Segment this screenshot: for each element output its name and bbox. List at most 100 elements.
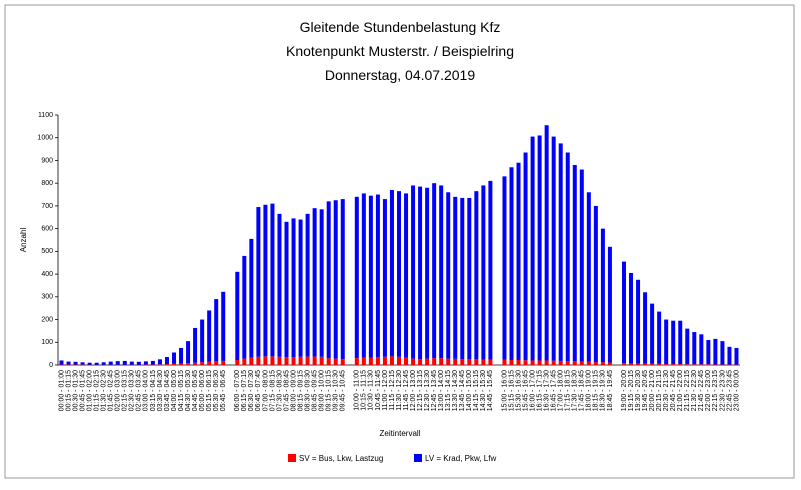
y-tick-label: 300 (41, 294, 53, 301)
bar-segment (200, 320, 204, 363)
x-tick-label: 20:00 - 21:00 (649, 370, 656, 411)
bar-segment (327, 358, 331, 365)
x-tick-label: 19:30 - 20:30 (635, 370, 642, 411)
x-tick-label: 07:15 - 08:15 (269, 370, 276, 411)
x-tick-label: 03:00 - 04:00 (143, 370, 150, 411)
bar-segment (622, 262, 626, 364)
x-tick-label: 22:30 - 23:30 (719, 370, 726, 411)
bar-segment (671, 364, 675, 365)
bar-segment (685, 364, 689, 365)
bar-segment (517, 360, 521, 365)
bar-segment (643, 292, 647, 363)
y-tick-label: 700 (41, 203, 53, 210)
x-tick-label: 14:15 - 15:15 (473, 370, 480, 411)
x-tick-label: 09:30 - 10:30 (333, 370, 340, 411)
y-tick-label: 400 (41, 271, 53, 278)
legend-swatch (288, 454, 296, 462)
x-tick-label: 12:45 - 13:45 (431, 370, 438, 411)
x-tick-label: 03:15 - 04:15 (150, 370, 157, 411)
bar-segment (207, 310, 211, 361)
x-tick-label: 01:15 - 02:15 (94, 370, 101, 411)
x-axis-title: Zeitintervall (380, 429, 421, 438)
bar-segment (277, 357, 281, 365)
bar-segment (376, 195, 380, 358)
bar-segment (538, 135, 542, 360)
bar-segment (313, 208, 317, 356)
bar-segment (706, 364, 710, 365)
x-tick-label: 04:15 - 05:15 (178, 370, 185, 411)
bar-segment (636, 280, 640, 364)
bar-segment (263, 205, 267, 357)
x-tick-label: 04:45 - 05:45 (192, 370, 199, 411)
bar-segment (256, 357, 260, 365)
y-tick-label: 1000 (37, 135, 53, 142)
bar-segment (601, 229, 605, 363)
bar-segment (488, 181, 492, 360)
x-tick-label: 17:00 - 18:00 (558, 370, 565, 411)
bar-segment (418, 359, 422, 365)
bar-segment (341, 359, 345, 365)
bar-segment (193, 363, 197, 365)
bar-segment (467, 198, 471, 359)
bar-segment (235, 272, 239, 360)
legend-swatch (414, 454, 422, 462)
bar-segment (502, 176, 506, 359)
bar-segment (636, 364, 640, 365)
bar-segment (151, 361, 155, 365)
x-tick-label: 06:15 - 07:15 (241, 370, 248, 411)
x-tick-label: 19:00 - 20:00 (621, 370, 628, 411)
chart-subtitle: Knotenpunkt Musterstr. / Beispielring (286, 43, 514, 59)
x-tick-label: 17:30 - 18:30 (572, 370, 579, 411)
bar-segment (446, 192, 450, 358)
bar-segment (474, 359, 478, 365)
bar-segment (320, 209, 324, 357)
bar-segment (292, 357, 296, 365)
bar-segment (299, 357, 303, 365)
x-tick-label: 10:15 - 11:15 (361, 370, 368, 411)
x-tick-label: 18:15 - 19:15 (593, 370, 600, 411)
x-tick-label: 12:30 - 13:30 (424, 370, 431, 411)
bar-segment (594, 362, 598, 365)
bar-segment (60, 360, 64, 364)
bar-segment (369, 196, 373, 358)
y-axis-title: Anzahl (19, 228, 28, 253)
bar-segment (193, 328, 197, 363)
x-tick-label: 21:15 - 22:15 (684, 370, 691, 411)
x-tick-label: 02:30 - 03:30 (129, 370, 136, 411)
bar-segment (249, 239, 253, 358)
x-tick-label: 02:15 - 03:15 (122, 370, 129, 411)
bar-segment (524, 153, 528, 361)
x-tick-label: 05:45 - 06:45 (220, 370, 227, 411)
bar-segment (320, 357, 324, 365)
bar-segment (67, 362, 71, 365)
x-tick-label: 20:15 - 21:15 (656, 370, 663, 411)
bar-segment (580, 170, 584, 362)
bar-segment (285, 357, 289, 365)
bar-segment (249, 358, 253, 365)
bar-segment (545, 360, 549, 365)
bar-segment (481, 185, 485, 359)
bar-segment (172, 364, 176, 365)
bar-segment (692, 364, 696, 365)
y-tick-label: 1100 (38, 112, 53, 119)
x-tick-label: 11:30 - 12:30 (396, 370, 403, 411)
x-tick-label: 15:45 - 16:45 (522, 370, 529, 411)
bar-segment (200, 362, 204, 365)
bar-segment (355, 197, 359, 358)
bar-segment (566, 153, 570, 362)
x-tick-label: 08:45 - 09:45 (311, 370, 318, 411)
x-tick-label: 06:30 - 07:30 (248, 370, 255, 411)
x-tick-label: 15:15 - 16:15 (508, 370, 515, 411)
bar-segment (439, 185, 443, 358)
bar-segment (137, 362, 141, 365)
bar-segment (292, 218, 296, 357)
bar-segment (453, 197, 457, 359)
bar-segment (235, 360, 239, 365)
bar-segment (109, 362, 113, 365)
x-tick-label: 13:15 - 14:15 (445, 370, 452, 411)
bar-segment (509, 360, 513, 365)
x-tick-label: 21:45 - 22:45 (698, 370, 705, 411)
x-tick-label: 03:45 - 04:45 (164, 370, 171, 411)
bar-segment (411, 185, 415, 358)
